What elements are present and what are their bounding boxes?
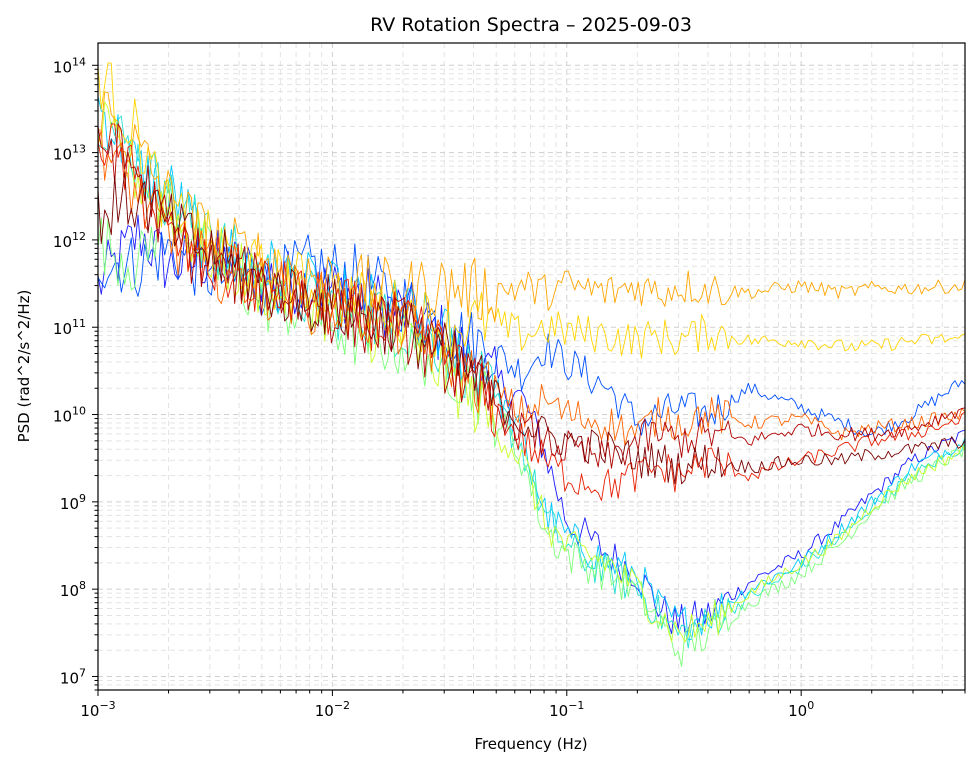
y-tick-label: 109 [60,492,86,513]
y-tick-label: 1012 [53,230,86,251]
y-axis: 107 108 109 1010 1011 1012 1013 1014 [53,55,98,691]
y-tick-label: 1014 [53,55,86,76]
series-line-12 [98,171,965,485]
series-line-8 [98,91,965,323]
y-tick-label: 107 [60,666,86,687]
x-tick-label: 10−2 [315,699,350,720]
x-axis: 10−3 10−2 10−1 100 [80,690,966,720]
series-line-11 [98,123,965,469]
y-tick-label: 1013 [53,143,86,164]
plot-frame [97,42,966,691]
y-tick-label: 108 [60,579,86,600]
chart-title: RV Rotation Spectra – 2025-09-03 [370,14,692,36]
y-tick-label: 1010 [53,405,86,426]
x-axis-label: Frequency (Hz) [474,735,587,753]
x-tick-label: 10−1 [549,699,584,720]
y-tick-label: 1011 [53,317,86,338]
x-tick-label: 100 [788,699,814,720]
series-layer [98,62,965,668]
y-axis-label: PSD (rad^2/s^2/Hz) [15,290,33,443]
series-line-10 [98,123,965,501]
grid [97,43,966,691]
series-line-6 [98,101,965,643]
x-tick-label: 10−3 [80,699,115,720]
